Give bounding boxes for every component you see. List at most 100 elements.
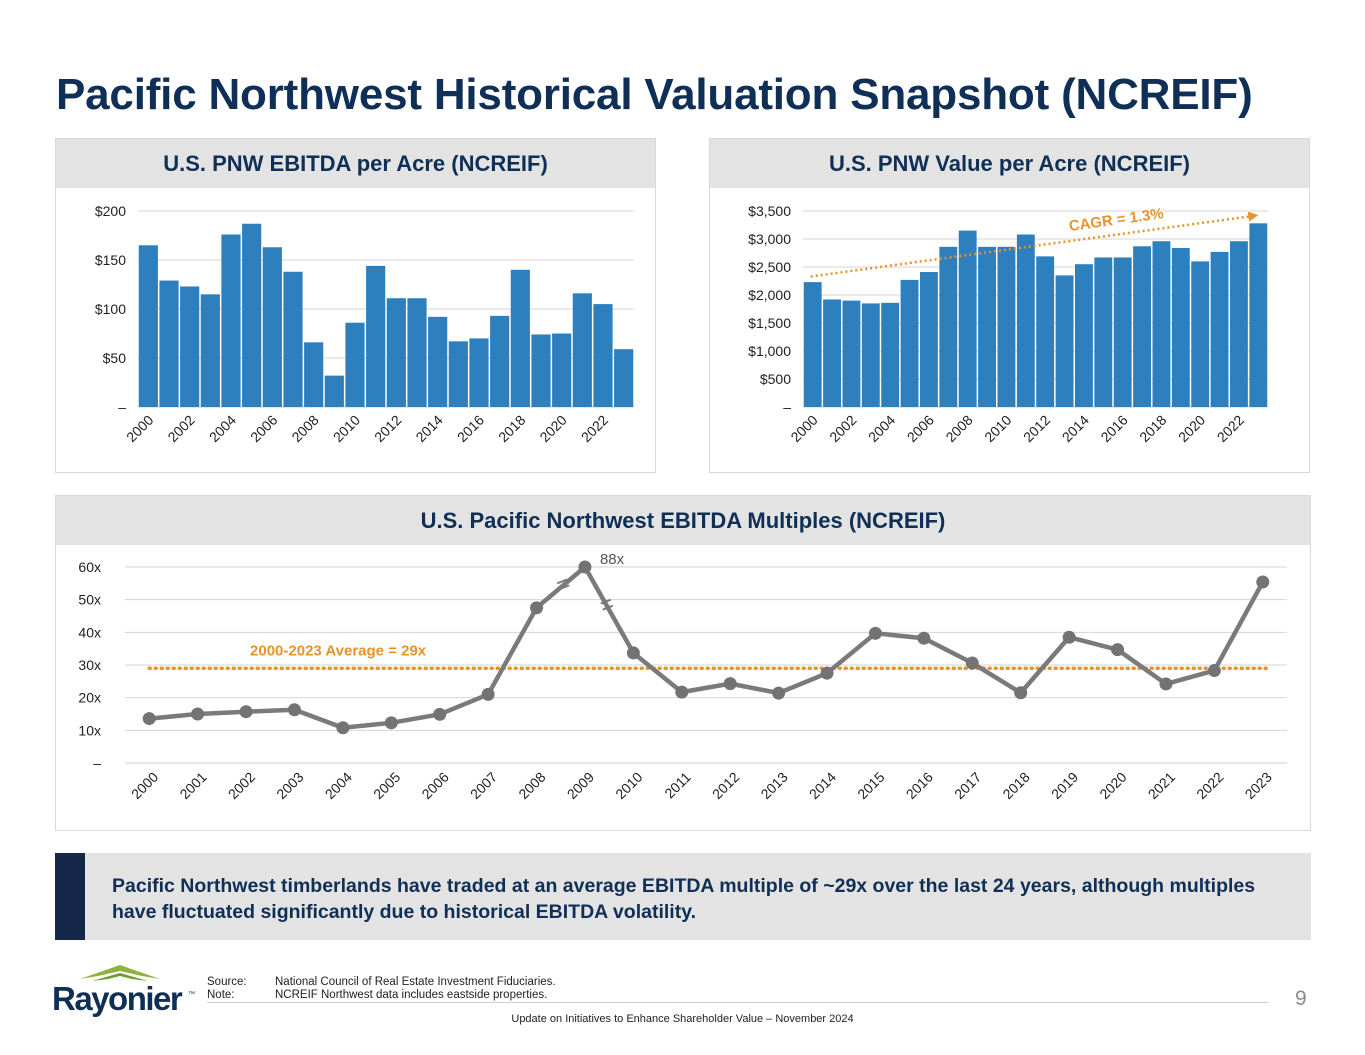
value-xtick-label: 2010: [981, 412, 1014, 445]
value-xtick-label: 2016: [1097, 412, 1130, 445]
ebitda-chart-title: U.S. PNW EBITDA per Acre (NCREIF): [56, 139, 655, 188]
callout-text: Pacific Northwest timberlands have trade…: [112, 875, 1256, 923]
value-bar-2010: [997, 246, 1016, 407]
multiples-xtick-label: 2018: [999, 769, 1032, 802]
ebitda-xtick-label: 2004: [206, 412, 239, 445]
multiples-xtick-label: 2012: [709, 769, 742, 802]
average-label: 2000-2023 Average = 29x: [250, 642, 427, 659]
multiples-ytick-label: 50x: [78, 592, 101, 608]
ebitda-bar-2012: [386, 298, 406, 407]
multiples-xtick-label: 2014: [806, 769, 839, 802]
ebitda-xtick-label: 2002: [164, 412, 197, 445]
multiples-point-2010: [626, 646, 640, 660]
multiples-point-2009: [578, 560, 592, 574]
key-takeaway-callout: Pacific Northwest timberlands have trade…: [55, 853, 1311, 940]
multiples-ytick-label: 40x: [78, 624, 101, 640]
ebitda-ytick-label: $50: [103, 350, 127, 366]
value-bar-2022: [1230, 241, 1248, 407]
multiples-xtick-label: 2017: [951, 769, 984, 802]
value-xtick-label: 2012: [1020, 412, 1053, 445]
ebitda-ytick-label: –: [118, 399, 126, 415]
multiples-point-2013: [772, 686, 786, 700]
multiples-point-2014: [820, 666, 834, 680]
ebitda-ytick-label: $150: [95, 252, 126, 268]
multiples-xtick-label: 2000: [128, 769, 161, 802]
value-per-acre-panel: U.S. PNW Value per Acre (NCREIF) – $500 $1…: [709, 138, 1310, 473]
multiples-point-2021: [1159, 677, 1173, 691]
value-bar-2011: [1016, 234, 1035, 407]
ebitda-ytick-label: $200: [95, 203, 126, 219]
multiples-point-2022: [1207, 664, 1221, 678]
ebitda-bar-2021: [572, 293, 592, 407]
ebitda-bar-2018: [510, 269, 530, 407]
multiples-point-2004: [336, 721, 350, 735]
multiples-point-2007: [481, 687, 495, 701]
multiples-xtick-label: 2001: [176, 769, 209, 802]
ebitda-per-acre-chart: – $50 $100 $150 $200 2000 2002 2004 2006 2008 2010…: [95, 203, 634, 445]
ebitda-bar-2008: [304, 342, 324, 407]
multiples-xtick-label: 2022: [1193, 769, 1226, 802]
rayonier-logo: Rayonier ™: [52, 963, 197, 1018]
ebitda-bar-2004: [221, 234, 241, 407]
value-xtick-label: 2014: [1059, 412, 1092, 445]
ebitda-bar-2022: [593, 304, 613, 407]
value-bar-2013: [1055, 275, 1074, 407]
axis-break-right-a: [600, 598, 612, 605]
multiples-xtick-label: 2023: [1242, 769, 1275, 802]
ebitda-xtick-label: 2010: [330, 412, 363, 445]
value-bar-2002: [842, 300, 861, 407]
multiples-series-line: [148, 564, 1265, 730]
ebitda-xtick-label: 2008: [288, 412, 321, 445]
ebitda-bar-2015: [448, 341, 468, 407]
note-label: Note:: [207, 989, 235, 1001]
ebitda-bar-2019: [531, 334, 551, 407]
multiples-xtick-label: 2013: [757, 769, 790, 802]
value-bar-2014: [1075, 264, 1093, 407]
multiples-ytick-label: 10x: [78, 722, 101, 738]
ebitda-bar-2007: [283, 271, 303, 407]
multiples-xtick-label: 2020: [1096, 769, 1129, 802]
value-xtick-label: 2008: [942, 412, 975, 445]
multiples-xtick-label: 2004: [322, 769, 355, 802]
ebitda-bar-2016: [469, 338, 489, 407]
multiples-ytick-label: 20x: [78, 690, 101, 706]
value-xtick-label: 2000: [787, 412, 820, 445]
value-bar-2005: [900, 279, 919, 407]
multiples-xtick-label: 2005: [370, 769, 403, 802]
ebitda-multiples-chart: – 10x 20x 30x 40x 50x 60x 2000-2023 Average = 2…: [78, 551, 1287, 802]
ebitda-xtick-label: 2006: [247, 412, 280, 445]
value-xtick-label: 2018: [1136, 412, 1169, 445]
multiples-ytick-label: 30x: [78, 657, 101, 673]
multiples-xtick-label: 2019: [1048, 769, 1081, 802]
note-text: NCREIF Northwest data includes eastside …: [275, 989, 548, 1001]
axis-break-left-b: [558, 584, 570, 591]
source-label: Source:: [207, 976, 247, 988]
ebitda-multiples-panel: U.S. Pacific Northwest EBITDA Multiples …: [55, 495, 1311, 831]
value-bar-2000: [803, 282, 822, 407]
multiples-chart-title: U.S. Pacific Northwest EBITDA Multiples …: [56, 496, 1310, 545]
value-per-acre-chart: – $500 $1,000 $1,500 $2,000 $2,500 $3,000 $3,50…: [748, 203, 1268, 445]
value-bar-2012: [1036, 256, 1055, 407]
multiples-point-2000: [142, 712, 156, 726]
source-text: National Council of Real Estate Investme…: [275, 976, 556, 988]
value-ytick-label: $3,500: [748, 203, 791, 219]
peak-value-label: 88x: [600, 551, 625, 568]
multiples-xtick-label: 2003: [273, 769, 306, 802]
multiples-xtick-label: 2016: [903, 769, 936, 802]
ebitda-per-acre-panel: U.S. PNW EBITDA per Acre (NCREIF) – $50 $1…: [55, 138, 656, 473]
logo-wordmark: Rayonier: [52, 980, 183, 1017]
multiples-point-2002: [239, 705, 253, 719]
value-bar-2017: [1133, 246, 1151, 407]
ebitda-bar-2023: [614, 349, 634, 407]
axis-break-left-a: [556, 578, 568, 585]
ebitda-bar-2011: [366, 265, 386, 407]
multiples-point-2023: [1256, 575, 1270, 589]
ebitda-bar-2003: [200, 294, 220, 407]
ebitda-xtick-label: 2020: [536, 412, 569, 445]
value-ytick-label: $2,500: [748, 259, 791, 275]
multiples-point-2016: [917, 631, 931, 645]
multiples-point-2005: [384, 716, 398, 730]
multiples-xtick-label: 2008: [515, 769, 548, 802]
multiples-xtick-label: 2009: [564, 769, 597, 802]
value-ytick-label: $1,000: [748, 343, 791, 359]
